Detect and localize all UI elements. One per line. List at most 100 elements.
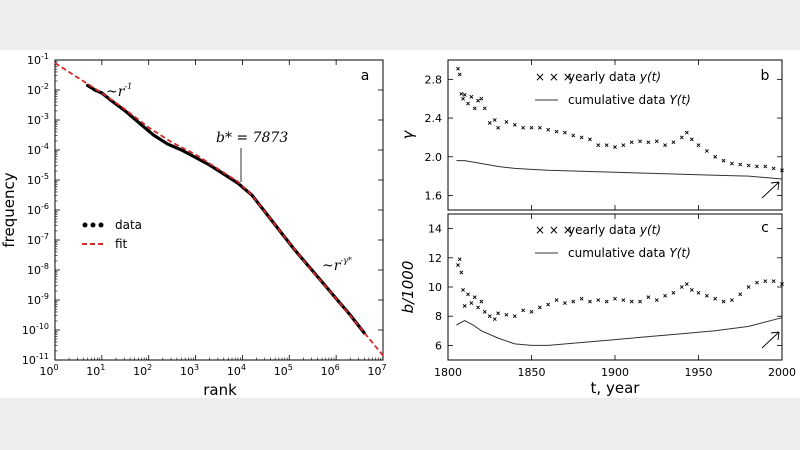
yearly-data-point	[596, 298, 601, 303]
yearly-data-point	[487, 314, 492, 319]
panel-a-series	[54, 62, 384, 357]
yearly-data-point	[621, 143, 626, 148]
yearly-data-point	[472, 295, 477, 300]
yearly-data-point	[456, 263, 460, 268]
annotation-r-minus-gamma: ~r-γ*	[322, 256, 352, 274]
yearly-data-point	[704, 149, 709, 153]
panel-a-y-ticks: 10-1 10-2 10-3 10-4 10-5 10-6 10-7 10-8 10-9 10-1…	[22, 52, 383, 367]
yearly-data-point	[521, 125, 526, 130]
yearly-data-point	[554, 298, 559, 303]
panel-b: 1.6 2.0 2.4 2.8 γ b × × × yearly data y(t) …	[399, 59, 784, 211]
panel-c-x-label: t, year	[591, 379, 641, 397]
yearly-data-point	[613, 296, 617, 301]
yearly-data-point	[729, 298, 734, 303]
yearly-data-point	[755, 164, 759, 169]
yearly-data-point	[469, 301, 474, 305]
yearly-data-point	[646, 140, 651, 145]
x-tick-label: 1800	[434, 366, 462, 379]
x-tick-label: 1900	[601, 366, 629, 379]
y-tick-label: 10-10	[22, 322, 49, 337]
yearly-data-point	[479, 299, 484, 304]
yearly-data-point	[763, 164, 768, 169]
yearly-data-point	[604, 143, 609, 148]
yearly-data-point	[466, 292, 470, 297]
yearly-data-point	[554, 129, 559, 134]
panel-c-legend: × × × yearly data y(t) cumulative data Y…	[535, 223, 691, 260]
yearly-data-point	[456, 66, 460, 71]
yearly-data-point	[771, 166, 776, 171]
annotation-r-minus-1: ~r-1	[106, 82, 132, 100]
yearly-data-point	[472, 106, 477, 111]
panel-a-frame	[54, 59, 384, 361]
yearly-data-point	[479, 96, 484, 101]
legend-yearly-label: yearly data y(t)	[568, 223, 661, 237]
panel-b-frame	[447, 59, 783, 211]
yearly-data-point	[512, 314, 517, 319]
y-tick-label: 2.8	[425, 73, 443, 86]
top-band	[0, 0, 800, 50]
panel-a-x-ticks: 100 101 102 103 104 105 106 107	[39, 60, 387, 378]
legend-cumulative-label: cumulative data Y(t)	[568, 93, 691, 107]
yearly-data-point	[496, 125, 501, 130]
legend-yearly-marker: × × ×	[535, 223, 573, 237]
yearly-data-point	[579, 296, 584, 301]
x-tick-label: 1850	[518, 366, 546, 379]
y-tick-label: 10-4	[27, 142, 49, 157]
yearly-data-point	[704, 293, 709, 298]
yearly-data-point	[654, 298, 659, 303]
panel-c-y-ticks: 6 8 10 12 14	[428, 223, 782, 352]
annotation-b-star-text: b* = 7873	[216, 130, 288, 146]
y-tick-label: 10-5	[27, 172, 49, 187]
y-tick-label: 10-6	[27, 202, 49, 217]
x-tick-label: 103	[180, 363, 199, 378]
yearly-data-point	[504, 312, 509, 317]
yearly-data-point	[613, 145, 617, 150]
yearly-data-point	[466, 101, 470, 106]
yearly-data-point	[638, 139, 642, 144]
yearly-data-point	[771, 279, 776, 284]
panel-c-x-ticks: 1800 1850 1900 1950 2000	[434, 214, 796, 379]
yearly-data-point	[588, 137, 592, 142]
series-data-point	[123, 109, 127, 113]
yearly-data-point	[654, 139, 659, 144]
panel-c: 6 8 10 12 14 1800 1850 1900 1950 2000 b/1000 t, …	[399, 213, 796, 397]
x-tick-label: 107	[367, 363, 386, 378]
yearly-data-point	[492, 118, 497, 122]
y-tick-label: 8	[435, 310, 442, 323]
y-tick-label: 10-3	[27, 112, 49, 127]
panel-a-y-label: frequency	[0, 172, 18, 247]
y-tick-label: 14	[428, 223, 442, 236]
yearly-data-point	[596, 143, 601, 148]
panel-c-letter: c	[761, 220, 769, 236]
yearly-data-point	[746, 285, 751, 289]
yearly-data-point	[461, 96, 465, 101]
panel-b-arrow-icon	[761, 181, 780, 199]
yearly-data-point	[562, 301, 567, 305]
yearly-data-point	[476, 98, 480, 103]
yearly-data-point	[696, 143, 701, 148]
series-fit-line	[54, 62, 384, 357]
yearly-data-point	[476, 305, 480, 310]
yearly-data-point	[512, 122, 517, 127]
bottom-band	[0, 398, 800, 450]
yearly-data-point	[713, 296, 718, 301]
y-tick-label: 10-1	[27, 52, 49, 67]
yearly-data-point	[646, 295, 651, 300]
legend-data-label: data	[115, 218, 142, 232]
panel-c-series	[456, 257, 784, 346]
yearly-data-point	[738, 292, 743, 297]
yearly-data-point	[721, 158, 726, 163]
yearly-data-point	[663, 143, 668, 148]
panel-a: 100 101 102 103 104 105 106 107 10-110-210-310-…	[0, 52, 387, 399]
legend-cumulative-label: cumulative data Y(t)	[568, 246, 691, 260]
yearly-data-point	[562, 130, 567, 135]
yearly-data-point	[713, 154, 718, 159]
yearly-data-point	[571, 299, 576, 304]
yearly-data-point	[780, 282, 784, 286]
yearly-data-point	[461, 288, 465, 292]
yearly-data-point	[689, 288, 694, 292]
panel-a-legend: data fit	[82, 218, 142, 251]
yearly-data-point	[755, 280, 759, 285]
yearly-data-point	[621, 298, 626, 303]
x-tick-label: 1950	[685, 366, 713, 379]
